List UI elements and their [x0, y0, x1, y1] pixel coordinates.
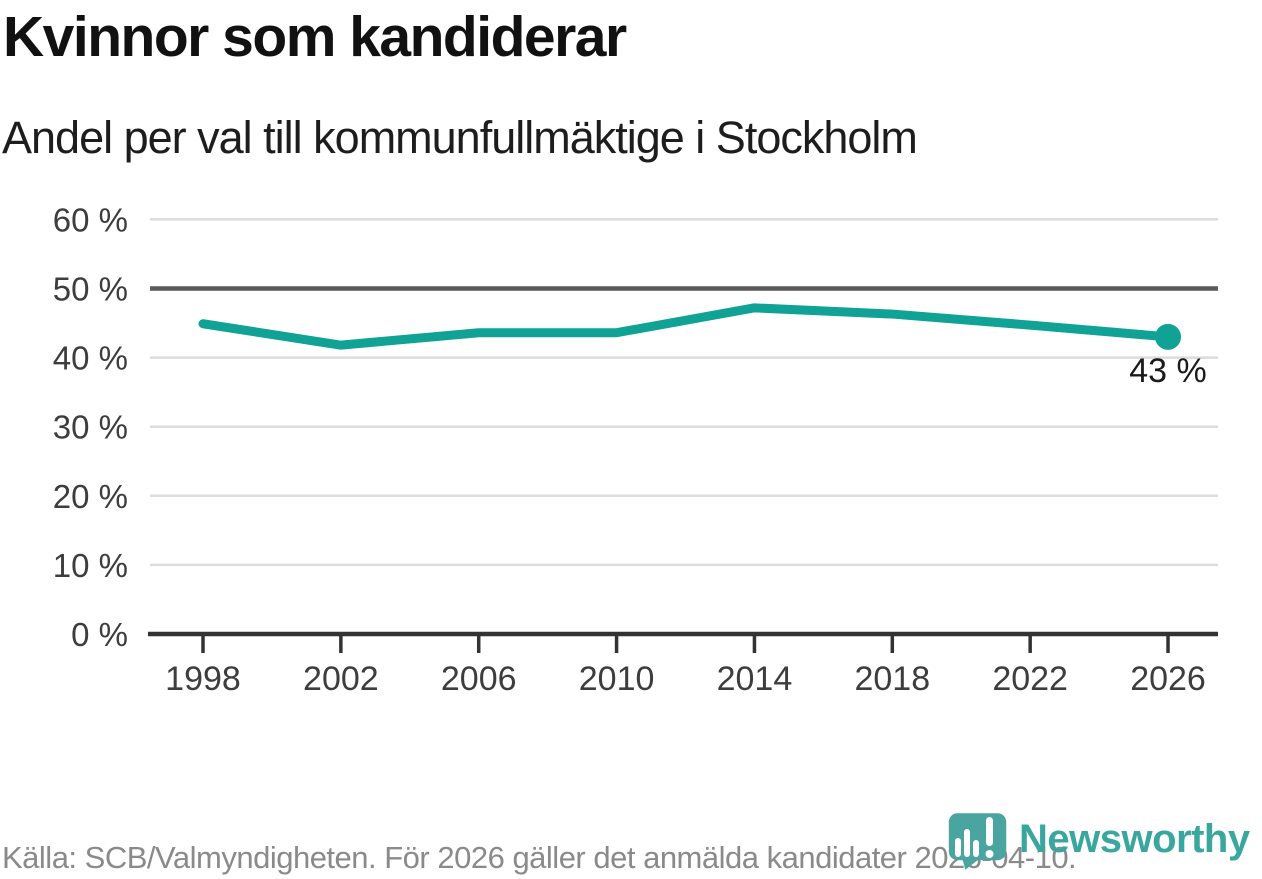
newsworthy-pin-barchart-icon: [948, 813, 1007, 870]
chart-subtitle: Andel per val till kommunfullmäktige i S…: [2, 112, 918, 163]
newsworthy-wordmark: Newsworthy: [1019, 817, 1250, 861]
x-tick-label: 2014: [717, 660, 793, 698]
source-note: Källa: SCB/Valmyndigheten. För 2026 gäll…: [2, 840, 1077, 875]
end-point-marker: [1155, 323, 1182, 350]
x-tick-label: 2022: [992, 660, 1068, 698]
y-tick-label: 50 %: [53, 271, 128, 308]
x-tick-label: 2010: [579, 660, 655, 698]
y-tick-label: 60 %: [53, 201, 128, 238]
x-tick-label: 1998: [165, 660, 241, 698]
x-tick-label: 2026: [1130, 660, 1206, 698]
x-tick-label: 2006: [441, 660, 517, 698]
y-tick-label: 20 %: [53, 478, 128, 515]
y-tick-label: 30 %: [53, 409, 128, 446]
data-line: [198, 303, 1173, 350]
y-tick-label: 40 %: [53, 340, 128, 377]
newsworthy-logo: Newsworthy: [941, 808, 1250, 879]
x-tick-label: 2018: [854, 660, 930, 698]
y-tick-label: 10 %: [53, 547, 128, 584]
y-tick-label: 0 %: [71, 616, 128, 653]
end-value-label: 43 %: [1129, 352, 1207, 390]
x-tick-label: 2002: [303, 660, 379, 698]
chart-title: Kvinnor som kandiderar: [3, 5, 627, 69]
